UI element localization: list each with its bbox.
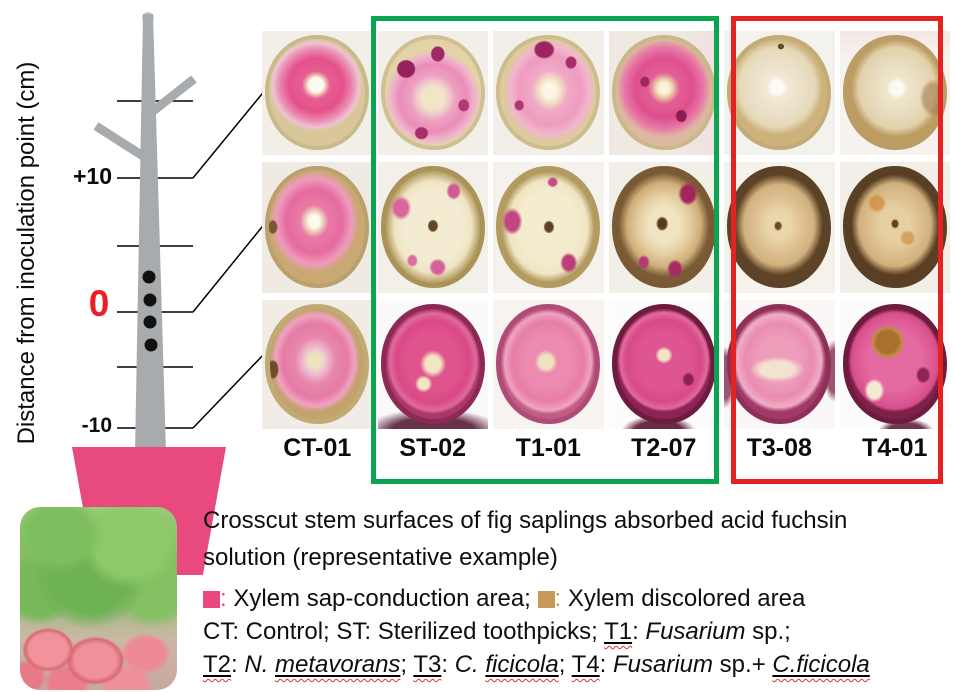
cross-section-t401-minus10 — [839, 300, 950, 429]
def-segment: T2 — [203, 651, 232, 678]
stem-branch-right — [149, 75, 197, 116]
cross-section-t308-zero — [724, 162, 835, 293]
column-label-t401: T4-01 — [862, 434, 928, 462]
def-segment: C. — [454, 651, 486, 678]
def-term-t3: T3 — [413, 651, 441, 678]
stem-slice — [265, 165, 370, 288]
def-segment: C.ficicola — [772, 651, 870, 678]
cross-section-st02-plus10 — [377, 31, 488, 155]
caption-line-1: Crosscut stem surfaces of fig saplings a… — [203, 507, 848, 534]
inoculation-dots — [142, 270, 158, 352]
figure-caption: Crosscut stem surfaces of fig saplings a… — [203, 502, 953, 681]
saplings-photo — [20, 507, 177, 690]
treatment-group-green-box — [371, 16, 719, 484]
def-segment: T4 — [571, 651, 600, 678]
def-segment: : — [231, 651, 245, 678]
stem-slice — [265, 303, 370, 424]
treatment-group-red-box — [731, 16, 943, 484]
def-segment: Fusarium — [645, 618, 746, 645]
def-segment: : — [441, 651, 455, 678]
def-segment: sp.+ — [713, 651, 773, 678]
cross-section-t101-zero — [493, 162, 604, 293]
stem-slice — [265, 34, 370, 151]
cross-section-ct01-plus10 — [262, 31, 373, 155]
discolored-swatch — [537, 591, 555, 608]
cross-section-t101-minus10 — [493, 300, 604, 429]
cross-section-t207-zero — [608, 162, 719, 293]
stem-trunk — [135, 14, 166, 452]
caption-line-2: solution (representative example) — [203, 544, 558, 571]
def-term-t1: T1 — [604, 618, 632, 645]
tick-label-plus10: +10 — [72, 163, 112, 189]
stem-slice — [496, 303, 601, 424]
cross-section-ct01-zero — [262, 162, 373, 293]
cross-section-t308-plus10 — [724, 31, 835, 155]
def-segment: : — [632, 618, 646, 645]
stem-slice — [380, 165, 485, 288]
cross-section-t308-minus10 — [724, 300, 835, 429]
column-label-t308: T3-08 — [746, 434, 812, 462]
stem-slice — [727, 303, 832, 424]
legend-sap-label: Xylem sap-conduction area; — [226, 585, 538, 612]
def-segment: metavorans — [275, 651, 401, 678]
tick-label-minus10: -10 — [81, 414, 112, 437]
legend-colon: : — [554, 585, 562, 612]
stem-slice — [842, 34, 947, 151]
cross-section-t101-plus10 — [493, 31, 604, 155]
column-label-st02: ST-02 — [399, 434, 467, 462]
def-segment: ficicola — [485, 651, 559, 678]
def-term-metavorans: metavorans — [275, 651, 400, 678]
def-segment: ; — [558, 651, 572, 678]
def-segment: sp.; — [745, 618, 791, 645]
column-label-t101: T1-01 — [515, 434, 581, 462]
column-label-ct01: CT-01 — [283, 434, 352, 462]
def-segment: T3 — [413, 651, 442, 678]
legend-colon: : — [220, 585, 227, 612]
connector-lines — [192, 88, 267, 429]
definitions-line-1: CT: Control; ST: Sterilized toothpicks; … — [203, 615, 953, 648]
stem-slice — [496, 165, 601, 288]
cross-section-t207-minus10 — [608, 300, 719, 429]
def-segment: ; — [400, 651, 414, 678]
stem-slice — [380, 303, 485, 424]
sap-conduction-swatch — [203, 591, 220, 608]
def-term-ficicola: ficicola — [485, 651, 558, 678]
stem-slice — [611, 34, 716, 151]
stem-slice — [727, 165, 832, 288]
def-segment: Fusarium — [612, 651, 714, 678]
def-segment: CT: Control; ST: Sterilized toothpicks; — [203, 618, 605, 645]
cross-section-t207-plus10 — [608, 31, 719, 155]
cross-section-ct01-minus10 — [262, 300, 373, 429]
def-term-t2: T2 — [203, 651, 231, 678]
cross-section-st02-minus10 — [377, 300, 488, 429]
stem-slice — [842, 165, 947, 288]
def-segment: : — [599, 651, 613, 678]
legend-discolored-label: Xylem discolored area — [561, 585, 806, 612]
column-label-t207: T2-07 — [631, 434, 697, 462]
stem-slice — [496, 34, 601, 151]
stem-slice — [380, 34, 485, 151]
legend-line: : Xylem sap-conduction area; : Xylem dis… — [203, 583, 953, 615]
cross-section-st02-zero — [377, 162, 488, 293]
cross-section-t401-plus10 — [839, 31, 950, 155]
tick-label-zero: 0 — [88, 283, 110, 324]
def-term-t4: T4 — [572, 651, 600, 678]
def-segment: N. — [244, 651, 276, 678]
stem-branch-left — [93, 122, 149, 162]
def-term-cficicola: C.ficicola — [772, 651, 869, 678]
stem-slice — [611, 165, 716, 288]
cross-section-t401-zero — [839, 162, 950, 293]
column-labels: CT-01 ST-02 T1-01 T2-07 T3-08 T4-01 — [262, 434, 950, 463]
def-segment: T1 — [604, 618, 633, 645]
definitions-line-2: T2: N. metavorans; T3: C. ficicola; T4: … — [203, 648, 953, 681]
stem-slice — [727, 34, 832, 151]
cross-section-grid — [262, 31, 950, 429]
stem-slice — [611, 303, 716, 424]
stem-slice — [842, 303, 947, 424]
